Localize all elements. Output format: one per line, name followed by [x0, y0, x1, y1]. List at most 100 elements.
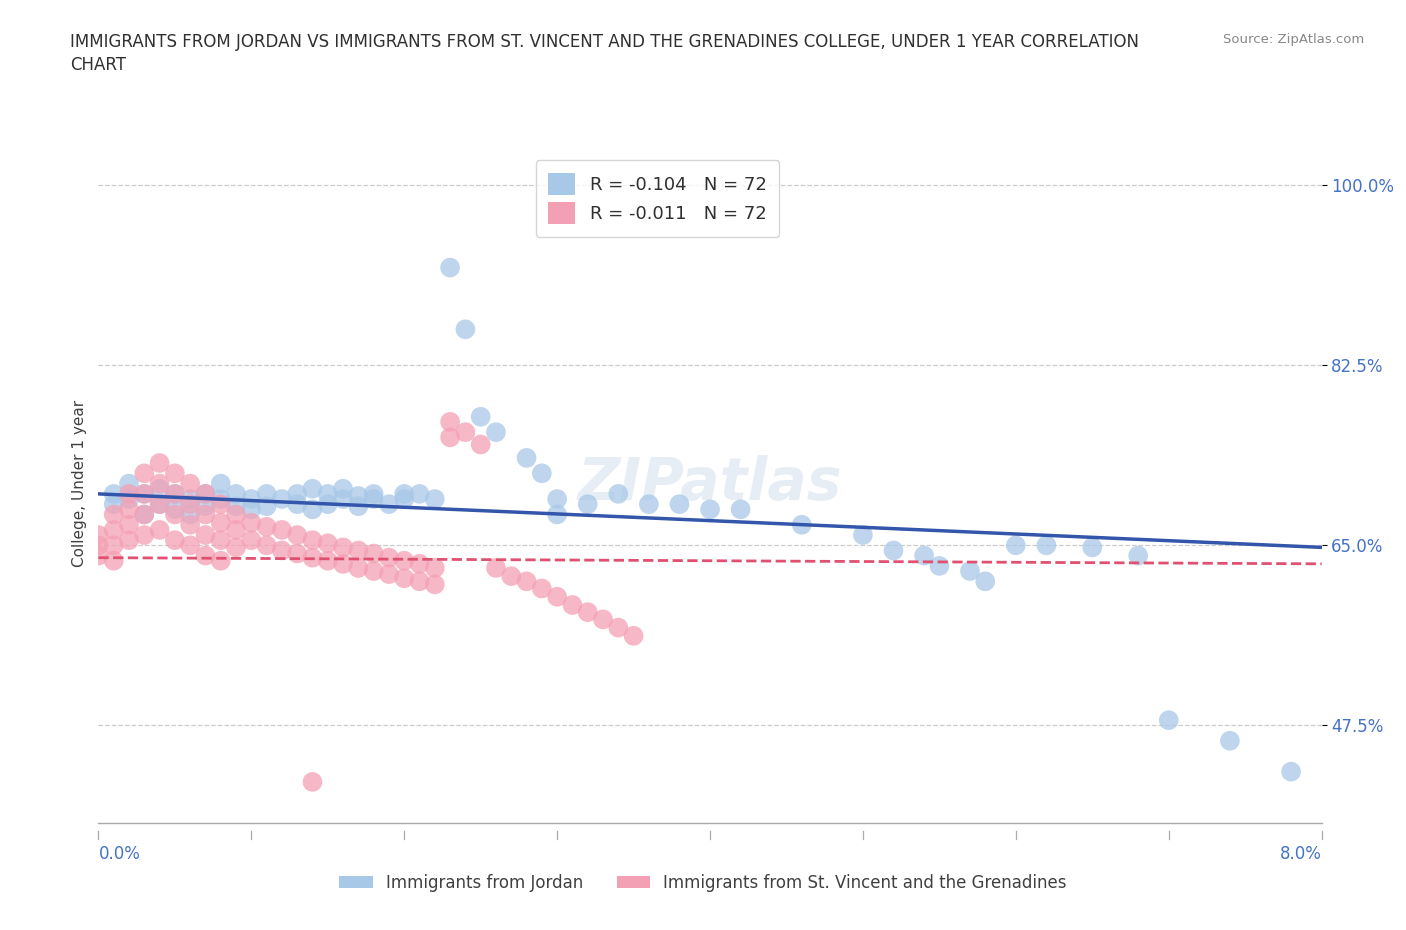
- Point: [530, 581, 553, 596]
- Point: [194, 486, 217, 501]
- Point: [301, 502, 323, 517]
- Point: [103, 538, 125, 552]
- Point: [87, 538, 110, 552]
- Text: Source: ZipAtlas.com: Source: ZipAtlas.com: [1223, 33, 1364, 46]
- Point: [607, 620, 630, 635]
- Point: [209, 553, 232, 568]
- Point: [1081, 540, 1104, 555]
- Point: [179, 476, 201, 491]
- Point: [209, 492, 232, 507]
- Point: [225, 507, 247, 522]
- Point: [134, 507, 156, 522]
- Point: [501, 569, 523, 584]
- Point: [1035, 538, 1057, 552]
- Point: [516, 574, 538, 589]
- Point: [668, 497, 690, 512]
- Point: [699, 502, 721, 517]
- Point: [974, 574, 997, 589]
- Point: [270, 492, 294, 507]
- Point: [592, 612, 614, 627]
- Point: [439, 430, 461, 445]
- Point: [623, 629, 645, 644]
- Point: [546, 492, 568, 507]
- Point: [118, 492, 141, 507]
- Point: [576, 497, 599, 512]
- Point: [392, 492, 416, 507]
- Point: [1004, 538, 1026, 552]
- Point: [163, 502, 186, 517]
- Point: [118, 502, 141, 517]
- Point: [316, 486, 339, 501]
- Point: [347, 543, 370, 558]
- Point: [163, 486, 186, 501]
- Point: [270, 523, 294, 538]
- Point: [408, 556, 430, 571]
- Point: [316, 536, 339, 551]
- Point: [883, 543, 905, 558]
- Point: [285, 546, 308, 561]
- Point: [103, 553, 125, 568]
- Point: [347, 561, 370, 576]
- Point: [561, 598, 583, 613]
- Point: [194, 498, 217, 513]
- Point: [1157, 712, 1180, 727]
- Point: [118, 517, 141, 532]
- Point: [530, 466, 553, 481]
- Point: [240, 492, 263, 507]
- Point: [118, 486, 141, 501]
- Point: [316, 553, 339, 568]
- Point: [225, 540, 247, 555]
- Point: [546, 507, 568, 522]
- Point: [285, 527, 308, 542]
- Point: [392, 486, 416, 501]
- Point: [225, 486, 247, 501]
- Point: [163, 507, 186, 522]
- Point: [408, 486, 430, 501]
- Point: [852, 527, 875, 542]
- Point: [730, 502, 752, 517]
- Point: [103, 497, 125, 512]
- Point: [546, 590, 568, 604]
- Point: [240, 533, 263, 548]
- Point: [209, 497, 232, 512]
- Point: [1128, 548, 1150, 563]
- Y-axis label: College, Under 1 year: College, Under 1 year: [72, 400, 87, 567]
- Point: [134, 466, 156, 481]
- Point: [118, 533, 141, 548]
- Point: [163, 486, 186, 501]
- Point: [118, 476, 141, 491]
- Point: [363, 486, 385, 501]
- Point: [179, 492, 201, 507]
- Point: [363, 492, 385, 507]
- Point: [179, 538, 201, 552]
- Text: 8.0%: 8.0%: [1279, 844, 1322, 863]
- Point: [454, 322, 477, 337]
- Point: [256, 498, 278, 513]
- Point: [301, 551, 323, 565]
- Point: [285, 486, 308, 501]
- Point: [285, 497, 308, 512]
- Point: [912, 548, 935, 563]
- Point: [516, 450, 538, 465]
- Point: [209, 476, 232, 491]
- Point: [179, 517, 201, 532]
- Point: [378, 566, 401, 581]
- Point: [163, 533, 186, 548]
- Point: [470, 409, 492, 424]
- Point: [149, 497, 172, 512]
- Text: IMMIGRANTS FROM JORDAN VS IMMIGRANTS FROM ST. VINCENT AND THE GRENADINES COLLEGE: IMMIGRANTS FROM JORDAN VS IMMIGRANTS FRO…: [70, 33, 1139, 74]
- Point: [134, 486, 156, 501]
- Point: [256, 519, 278, 534]
- Point: [163, 466, 186, 481]
- Point: [194, 527, 217, 542]
- Point: [240, 515, 263, 530]
- Point: [194, 507, 217, 522]
- Point: [470, 437, 492, 452]
- Point: [301, 775, 323, 790]
- Point: [332, 540, 354, 555]
- Point: [423, 492, 446, 507]
- Point: [363, 564, 385, 578]
- Point: [928, 558, 950, 573]
- Point: [134, 527, 156, 542]
- Point: [194, 548, 217, 563]
